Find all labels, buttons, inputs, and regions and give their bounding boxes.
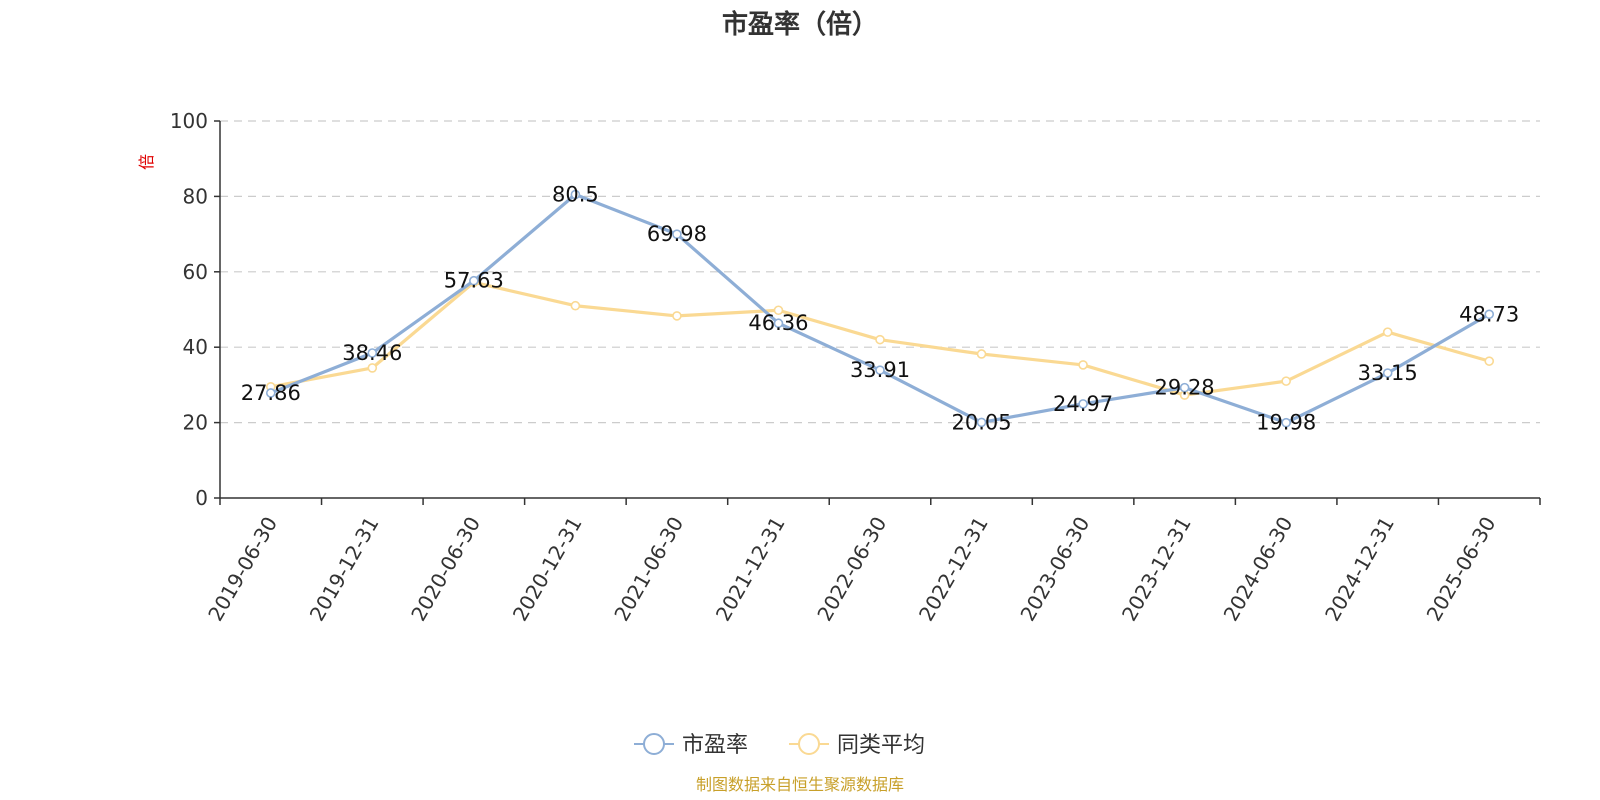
- y-tick-label: 20: [183, 411, 208, 435]
- legend: 市盈率 同类平均: [634, 733, 925, 758]
- data-label: 33.15: [1358, 361, 1418, 385]
- data-label: 29.28: [1155, 376, 1215, 400]
- data-point: [773, 305, 784, 316]
- data-point: [1484, 356, 1495, 366]
- legend-label: 市盈率: [682, 733, 748, 758]
- legend-item-1: 同类平均: [789, 733, 925, 758]
- data-point: [1078, 399, 1088, 409]
- data-point: [265, 388, 276, 398]
- data-label: 46.36: [748, 311, 808, 335]
- y-tick-label: 80: [183, 184, 208, 208]
- data-label: 19.98: [1256, 411, 1316, 435]
- x-tick-label: 2022-12-31: [914, 513, 993, 626]
- data-point: [773, 318, 784, 329]
- data-label: 20.05: [951, 410, 1011, 434]
- legend-label: 同类平均: [837, 733, 925, 758]
- series-0: [265, 189, 1495, 428]
- y-tick-label: 40: [183, 335, 208, 359]
- grid-lines: [220, 120, 1540, 424]
- source-note: 制图数据来自恒生聚源数据库: [696, 775, 904, 794]
- data-point: [469, 275, 479, 286]
- data-point: [1281, 376, 1291, 386]
- y-axis-label: 倍: [137, 154, 156, 170]
- data-label: 27.86: [241, 381, 301, 405]
- data-label: 69.98: [647, 222, 707, 246]
- data-label: 80.5: [552, 183, 599, 207]
- x-tick-label: 2020-12-31: [508, 513, 587, 626]
- data-point: [1382, 327, 1393, 337]
- data-point: [1078, 360, 1088, 370]
- data-label: 48.73: [1459, 302, 1519, 326]
- x-tick-label: 2019-12-31: [305, 513, 384, 626]
- data-point: [672, 311, 682, 321]
- y-tick-label: 0: [195, 486, 208, 510]
- data-point: [875, 334, 885, 345]
- y-tick-label: 100: [170, 109, 208, 133]
- chart-title: 市盈率（倍）: [722, 9, 878, 40]
- legend-marker: [798, 733, 820, 755]
- x-tick-label: 2023-06-30: [1015, 513, 1094, 626]
- x-tick-label: 2021-06-30: [609, 513, 688, 626]
- data-label: 24.97: [1053, 392, 1113, 416]
- y-tick-label: 60: [183, 260, 208, 284]
- legend-marker: [643, 733, 665, 755]
- x-tick-label: 2019-06-30: [203, 513, 282, 626]
- data-point: [570, 300, 581, 311]
- data-label: 33.91: [850, 358, 910, 382]
- x-tick-label: 2024-12-31: [1320, 513, 1399, 626]
- data-point: [976, 349, 987, 359]
- data-point: [570, 189, 581, 200]
- x-tick-label: 2025-06-30: [1422, 513, 1501, 626]
- data-point: [1484, 309, 1495, 320]
- x-tick-label: 2021-12-31: [711, 513, 790, 626]
- legend-item-0: 市盈率: [634, 733, 748, 758]
- data-point: [1281, 417, 1291, 428]
- x-tick-label: 2023-12-31: [1117, 513, 1196, 626]
- x-tick-label: 2022-06-30: [812, 513, 891, 626]
- series-layer: [265, 189, 1495, 428]
- data-point: [1179, 382, 1190, 393]
- data-point: [672, 229, 682, 239]
- series-line: [270, 192, 1491, 425]
- data-point: [1382, 368, 1393, 378]
- data-point: [367, 348, 378, 358]
- data-point: [976, 417, 987, 428]
- x-tick-label: 2020-06-30: [406, 513, 485, 626]
- data-point: [367, 363, 378, 373]
- data-point: [875, 365, 885, 375]
- data-label: 57.63: [444, 269, 504, 293]
- data-labels: 27.86 38.46 57.63 80.5 69.98 46.36 33.91 20.05 2…: [241, 183, 1520, 435]
- x-tick-label: 2024-06-30: [1219, 513, 1298, 626]
- data-label: 38.46: [342, 341, 402, 365]
